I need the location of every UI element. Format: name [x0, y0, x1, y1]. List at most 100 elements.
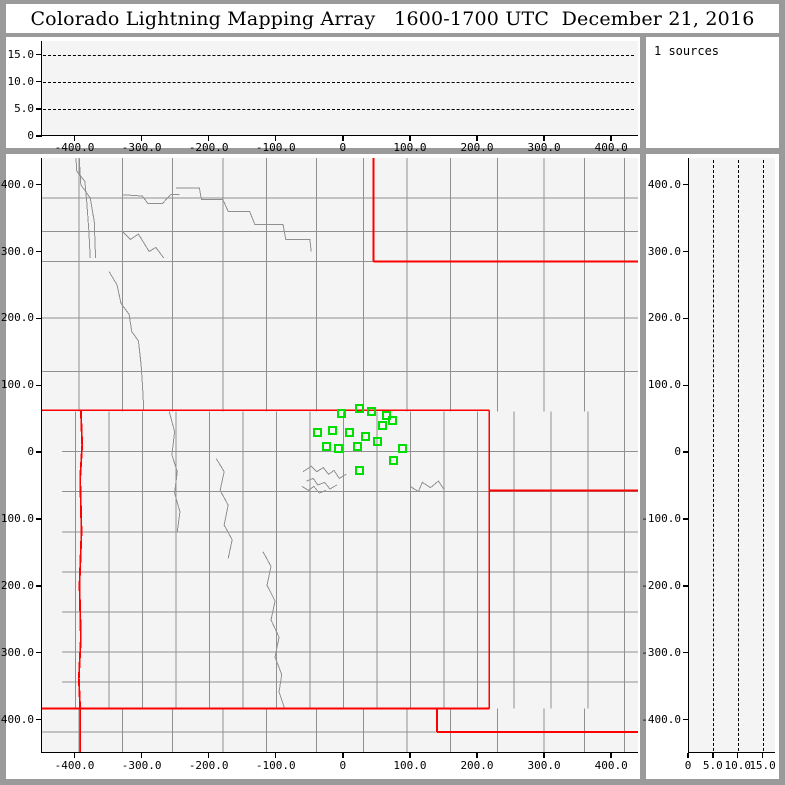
source-marker — [336, 408, 346, 418]
y-tick — [683, 585, 689, 587]
y-tick — [36, 384, 42, 386]
y-tick-label: 10.0 — [7, 74, 35, 88]
x-tick-label: -300.0 — [121, 141, 162, 154]
x-tick-label: 300.0 — [527, 141, 561, 154]
gridline-horizontal — [43, 54, 634, 56]
source-marker — [381, 410, 391, 420]
x-tick — [543, 753, 545, 758]
x-tick — [275, 753, 277, 758]
y-tick-label: 5.0 — [14, 101, 34, 115]
y-tick-label: 200.0 — [0, 311, 34, 325]
y-tick-label: 400.0 — [647, 177, 681, 191]
x-tick — [207, 753, 210, 758]
y-tick-label: 0 — [27, 129, 34, 142]
y-tick-label: -400.0 — [0, 712, 34, 726]
gridline-horizontal — [43, 81, 634, 83]
y-tick — [36, 652, 42, 654]
y-tick — [683, 317, 689, 320]
y-tick — [36, 184, 42, 186]
x-tick-label: 0 — [339, 759, 347, 772]
x-tick — [342, 753, 344, 758]
y-tick-label: 300.0 — [0, 244, 34, 258]
y-tick — [36, 135, 42, 137]
x-tick-label: 15.0 — [749, 759, 776, 772]
x-tick-label: -200.0 — [188, 141, 229, 154]
x-tick — [712, 753, 714, 758]
y-tick — [36, 108, 42, 110]
x-tick — [140, 753, 143, 758]
source-count-label: 1 sources — [654, 44, 720, 58]
y-tick — [36, 585, 42, 587]
x-tick — [543, 136, 545, 141]
source-marker — [398, 443, 408, 453]
y-tick — [683, 250, 689, 253]
y-tick — [36, 53, 42, 56]
gridline-vertical — [712, 160, 714, 751]
y-tick-label: 0 — [674, 445, 681, 459]
y-tick — [36, 718, 42, 721]
x-tick — [687, 753, 689, 758]
gridline-horizontal — [43, 108, 634, 110]
x-tick — [610, 753, 612, 758]
time-height-plot-area — [41, 41, 638, 136]
map-boundaries — [42, 158, 638, 752]
y-tick-label: -400.0 — [641, 712, 681, 726]
source-marker — [366, 406, 376, 416]
source-marker — [355, 466, 365, 476]
y-tick-label: 100.0 — [647, 378, 681, 392]
x-tick — [737, 753, 739, 758]
x-tick — [207, 136, 210, 141]
y-tick-label: 400.0 — [0, 177, 34, 191]
x-tick-label: 10.0 — [724, 759, 751, 772]
source-marker — [388, 455, 398, 465]
y-tick-label: -300.0 — [641, 645, 681, 659]
plan-view-map-panel: -400.0 -300.0 -200.0 -100.0 0 100.0 200.0 300.0… — [0, 154, 640, 779]
source-marker — [360, 431, 370, 441]
x-tick-label: 300.0 — [527, 759, 561, 772]
y-tick-label: -200.0 — [641, 578, 681, 592]
map-plot-area[interactable] — [41, 158, 638, 753]
y-tick-label: -100.0 — [0, 512, 34, 525]
x-tick-label: 200.0 — [460, 759, 494, 772]
x-tick — [73, 136, 76, 141]
x-tick — [761, 753, 764, 758]
source-count-panel: 1 sources — [646, 37, 779, 148]
x-tick-label: -400.0 — [54, 759, 95, 772]
source-marker — [372, 436, 382, 446]
y-tick-label: -200.0 — [0, 578, 34, 592]
title-bar: Colorado Lightning Mapping Array 1600-17… — [6, 4, 779, 33]
y-tick-label: -300.0 — [0, 645, 34, 659]
x-tick — [409, 136, 411, 141]
y-tick-label: 100.0 — [0, 378, 34, 392]
x-tick-label: 0 — [339, 141, 347, 154]
x-tick-label: 5.0 — [702, 759, 723, 772]
x-tick-label: 0 — [684, 759, 692, 772]
x-tick — [342, 136, 344, 141]
x-tick-label: -300.0 — [121, 759, 162, 772]
y-tick — [683, 384, 689, 386]
y-tick-label: -100.0 — [641, 512, 681, 525]
x-tick — [275, 136, 277, 141]
y-tick — [683, 451, 689, 453]
x-tick — [73, 753, 76, 758]
source-marker — [333, 443, 343, 453]
y-tick — [683, 652, 689, 654]
x-tick-label: -400.0 — [54, 141, 95, 154]
source-marker — [353, 442, 363, 452]
y-tick — [36, 317, 42, 320]
x-tick-label: -100.0 — [255, 141, 296, 154]
x-tick-label: 100.0 — [393, 759, 427, 772]
x-tick — [610, 136, 612, 141]
x-tick-label: 200.0 — [460, 141, 494, 154]
gridline-vertical — [737, 160, 739, 751]
x-tick-label: 400.0 — [594, 141, 628, 154]
y-tick-label: 200.0 — [647, 311, 681, 325]
source-marker — [345, 427, 355, 437]
x-tick-label: -100.0 — [255, 759, 296, 772]
y-tick — [36, 518, 42, 520]
source-marker — [377, 420, 387, 430]
x-tick-label: 400.0 — [594, 759, 628, 772]
x-tick-label: 100.0 — [393, 141, 427, 154]
y-tick — [36, 451, 42, 453]
